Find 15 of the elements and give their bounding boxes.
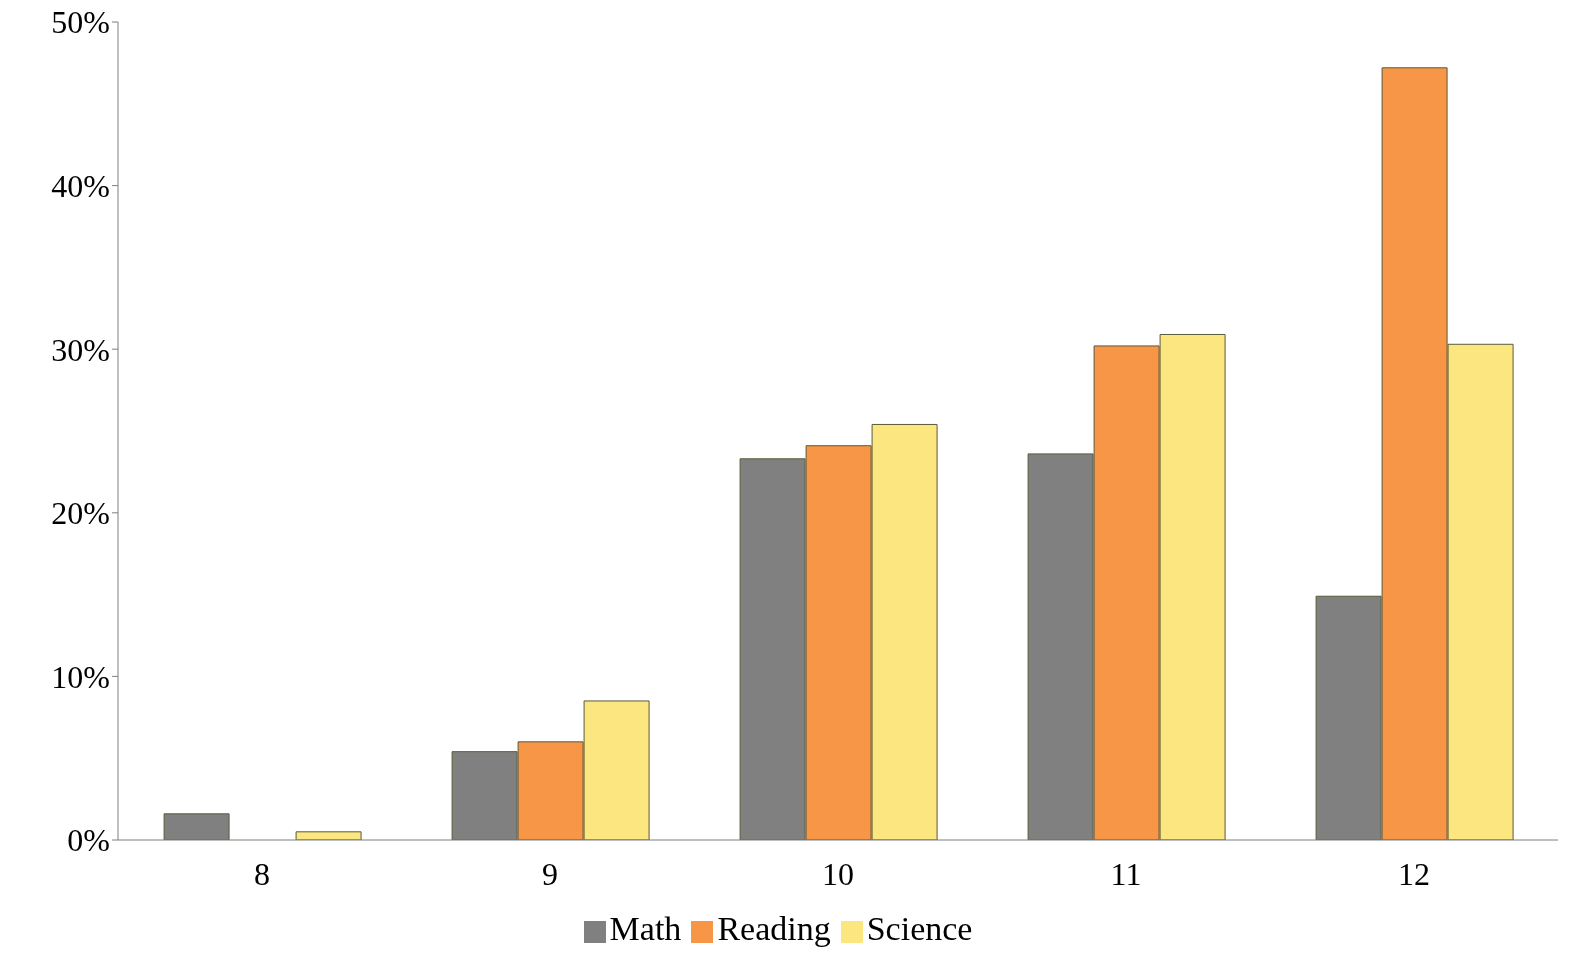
- x-tick-label: 12: [1398, 855, 1430, 892]
- y-tick-label: 10%: [51, 658, 110, 695]
- bar: [295, 831, 362, 840]
- y-tick-label: 30%: [51, 331, 110, 368]
- x-tick-label: 11: [1110, 855, 1142, 892]
- y-tick-label: 0%: [67, 822, 110, 859]
- legend-label: Science: [866, 910, 973, 947]
- legend-label: Reading: [717, 910, 831, 947]
- x-tick-label: 9: [542, 855, 558, 892]
- y-tick-label: 50%: [51, 4, 110, 41]
- y-tick-label: 20%: [51, 495, 110, 532]
- y-tick-label: 40%: [51, 167, 110, 204]
- x-tick-label: 10: [822, 855, 854, 892]
- legend-label: Math: [609, 910, 682, 947]
- x-tick-label: 8: [254, 855, 270, 892]
